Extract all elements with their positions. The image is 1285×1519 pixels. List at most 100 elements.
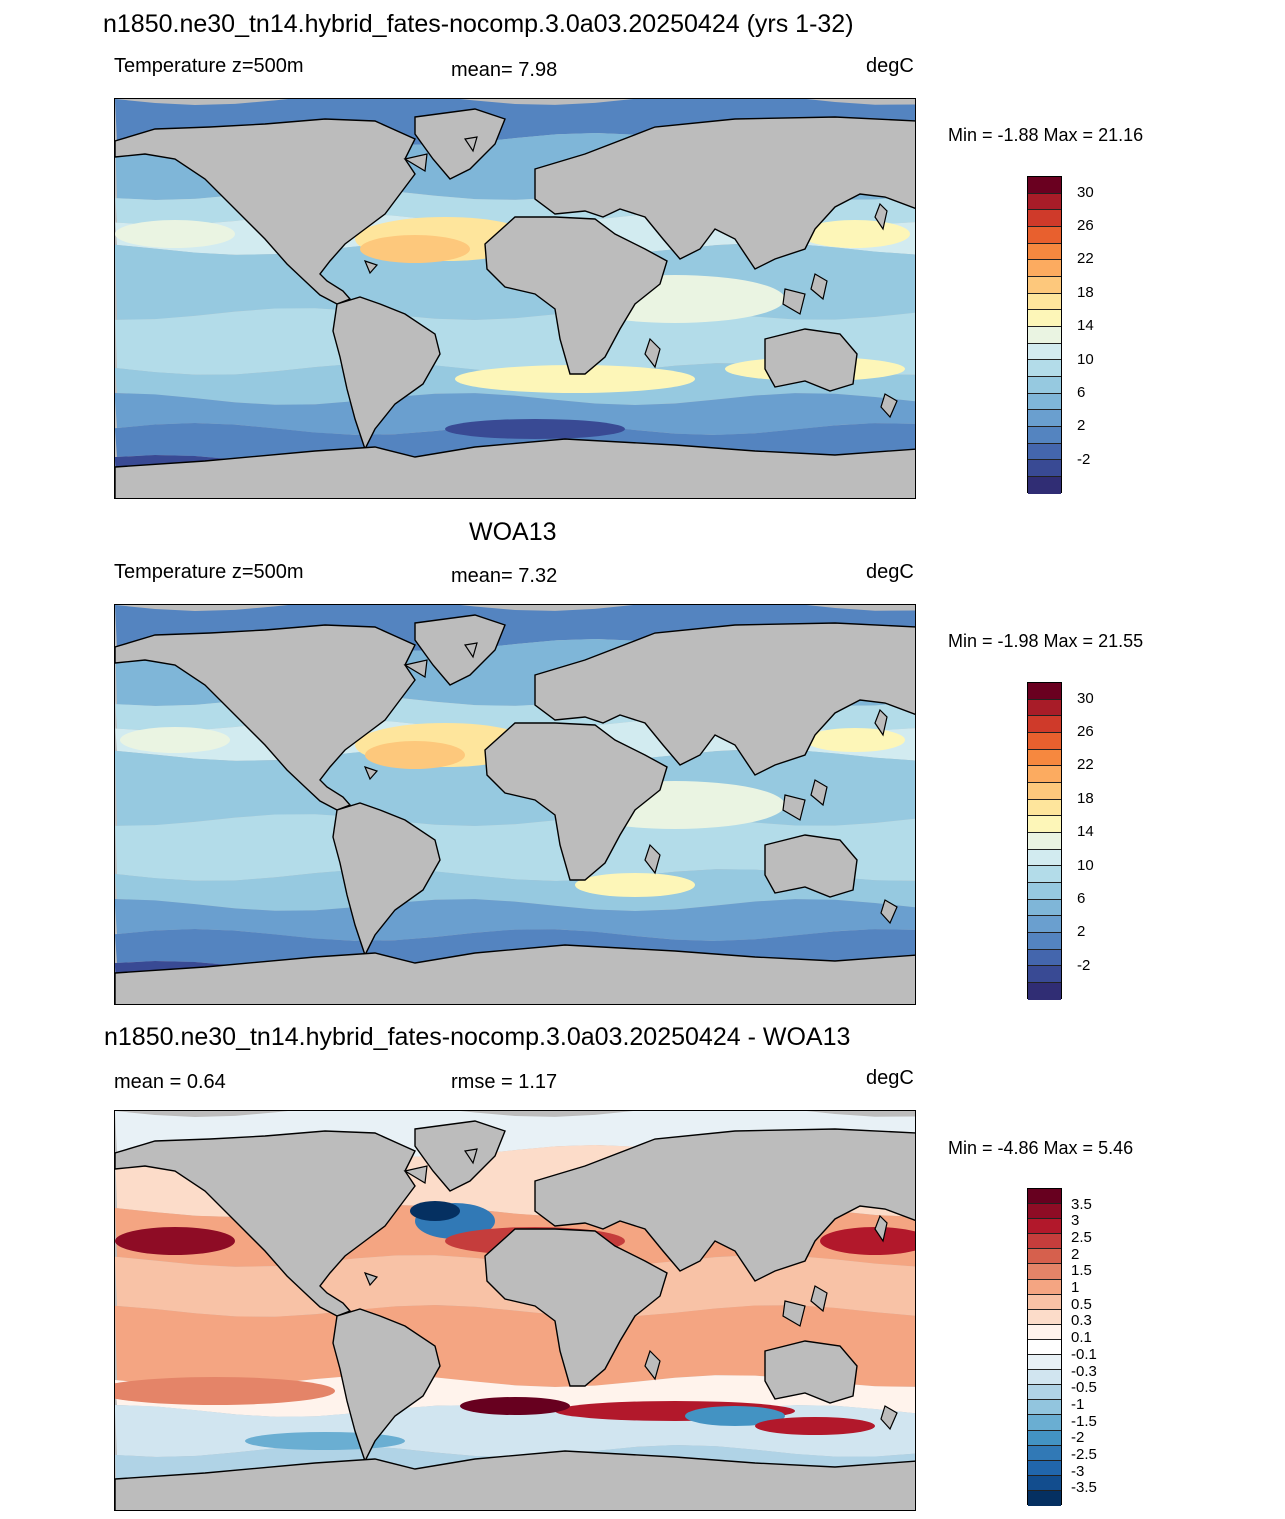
panel-3-colorbar-tick-label: 2 [1071, 1245, 1080, 1263]
panel-1-colorbar-tick-label: 6 [1077, 383, 1086, 401]
panel-2-colorbar-swatch [1028, 799, 1061, 817]
ocean-field-anomaly [365, 741, 465, 769]
panel-1-units: degC [866, 55, 914, 77]
panel-2-colorbar-swatch [1028, 716, 1061, 734]
panel-1-colorbar-swatch [1028, 293, 1061, 311]
panel-1-colorbar-swatch [1028, 477, 1061, 494]
panel-1-colorbar-tick-label: 22 [1077, 250, 1094, 268]
panel-2-variable-label: Temperature z=500m [114, 561, 304, 583]
panel-1-colorbar-swatch [1028, 243, 1061, 261]
panel-3-colorbar-tick-label: 0.3 [1071, 1312, 1092, 1330]
island [874, 202, 888, 231]
panel-3-colorbar-tick-label: 2.5 [1071, 1229, 1092, 1247]
panel-3-colorbar-tick-label: 1 [1071, 1279, 1080, 1297]
panel-2-minmax: Min = -1.98 Max = 21.55 [948, 631, 1144, 651]
land-mass [484, 722, 668, 881]
ocean-field-anomaly [455, 365, 695, 393]
panel-2-colorbar-tick-label: 22 [1077, 756, 1094, 774]
ocean-field-anomaly [820, 1227, 915, 1255]
panel-1-colorbar-tick-label: 26 [1077, 217, 1094, 235]
island [810, 779, 828, 807]
panel-2-title: WOA13 [469, 518, 557, 546]
island [363, 1272, 379, 1287]
land-mass [115, 438, 915, 498]
panel-3-colorbar-tick-label: -0.5 [1071, 1379, 1097, 1397]
ocean-field-band [115, 899, 915, 941]
ocean-field-anomaly [410, 1201, 460, 1221]
panel-3-colorbar-tick-label: 1.5 [1071, 1262, 1092, 1280]
panel-2-colorbar-swatch [1028, 783, 1061, 800]
panel-3-colorbar-swatch [1028, 1294, 1061, 1310]
ocean-field-band [115, 308, 915, 375]
island [463, 136, 478, 153]
panel-2-colorbar-swatch [1028, 866, 1061, 884]
panel-3-colorbar-swatch [1028, 1400, 1061, 1416]
panel-3-colorbar-tick-label: -2 [1071, 1429, 1085, 1447]
panel-1-colorbar-swatch [1028, 193, 1061, 211]
ocean-field-band [115, 393, 915, 435]
island [403, 1165, 428, 1184]
panel-1-colorbar-swatch [1028, 427, 1061, 444]
panel-3-colorbar-swatch [1028, 1355, 1061, 1371]
panel-1-colorbar-swatch [1028, 460, 1061, 478]
panel-1-colorbar-swatch [1028, 277, 1061, 294]
panel-1-colorbar-swatch [1028, 377, 1061, 394]
panel-2-colorbar-tick-label: -2 [1077, 956, 1091, 974]
island [880, 393, 898, 419]
map2-field [115, 605, 915, 1004]
island [644, 337, 661, 369]
panel-3-colorbar-swatch [1028, 1279, 1061, 1295]
panel-3-colorbar-swatch [1028, 1445, 1061, 1461]
panel-3-title: n1850.ne30_tn14.hybrid_fates-nocomp.3.0a… [104, 1023, 851, 1051]
ocean-field-anomaly [445, 419, 625, 439]
panel-3-colorbar-swatch [1028, 1385, 1061, 1401]
panel-3-colorbar-tick-label: -0.3 [1071, 1362, 1097, 1380]
panel-3-colorbar-tick-label: -3 [1071, 1462, 1085, 1480]
panel-2-colorbar-swatch [1028, 949, 1061, 967]
land-mass [332, 1308, 441, 1463]
island [810, 273, 828, 301]
ocean-field-band [115, 869, 915, 911]
panel-2-colorbar-swatch [1028, 766, 1061, 784]
island [463, 1148, 478, 1165]
ocean-field-anomaly [245, 1432, 405, 1450]
land-mass [764, 1340, 858, 1404]
panel-1-minmax: Min = -1.88 Max = 21.16 [948, 125, 1144, 145]
land-mass [534, 1128, 915, 1282]
panel-3-colorbar-swatch [1028, 1234, 1061, 1250]
panel-2-colorbar-tick-label: 2 [1077, 923, 1086, 941]
panel-3-colorbar-swatch [1028, 1475, 1061, 1491]
island [880, 1405, 898, 1431]
panel-3-colorbar-swatch [1028, 1204, 1061, 1220]
panel-1-colorbar-swatch [1028, 360, 1061, 378]
panel-2-colorbar-swatch [1028, 833, 1061, 850]
land-mass [534, 116, 915, 270]
island [363, 766, 379, 781]
panel-3-colorbar-swatch [1028, 1370, 1061, 1386]
panel-2-colorbar-swatch [1028, 733, 1061, 750]
panel-2-colorbar-swatch [1028, 933, 1061, 950]
panel-1-mean-label: mean= 7.98 [451, 59, 558, 81]
panel-1-map [114, 98, 916, 499]
panel-1-colorbar-swatch [1028, 393, 1061, 411]
island [463, 642, 478, 659]
island [403, 153, 428, 172]
land-mass [484, 1228, 668, 1387]
land-mass [115, 624, 416, 811]
land-mass [764, 328, 858, 392]
panel-3-colorbar-tick-label: -3.5 [1071, 1479, 1097, 1497]
map1-field [115, 99, 915, 498]
panel-1-colorbar-swatch [1028, 310, 1061, 328]
island [874, 708, 888, 737]
panel-2-colorbar-swatch [1028, 983, 1061, 1000]
panel-1-colorbar-swatch [1028, 227, 1061, 244]
panel-2-map [114, 604, 916, 1005]
panel-3-colorbar-swatch [1028, 1324, 1061, 1340]
land-mass [414, 108, 506, 180]
panel-1-variable-label: Temperature z=500m [114, 55, 304, 77]
panel-3-colorbar-swatch [1028, 1430, 1061, 1446]
panel-2-colorbar-swatch [1028, 883, 1061, 900]
panel-3-colorbar-swatch [1028, 1490, 1061, 1506]
island [874, 1214, 888, 1243]
panel-2-colorbar-swatch [1028, 699, 1061, 717]
